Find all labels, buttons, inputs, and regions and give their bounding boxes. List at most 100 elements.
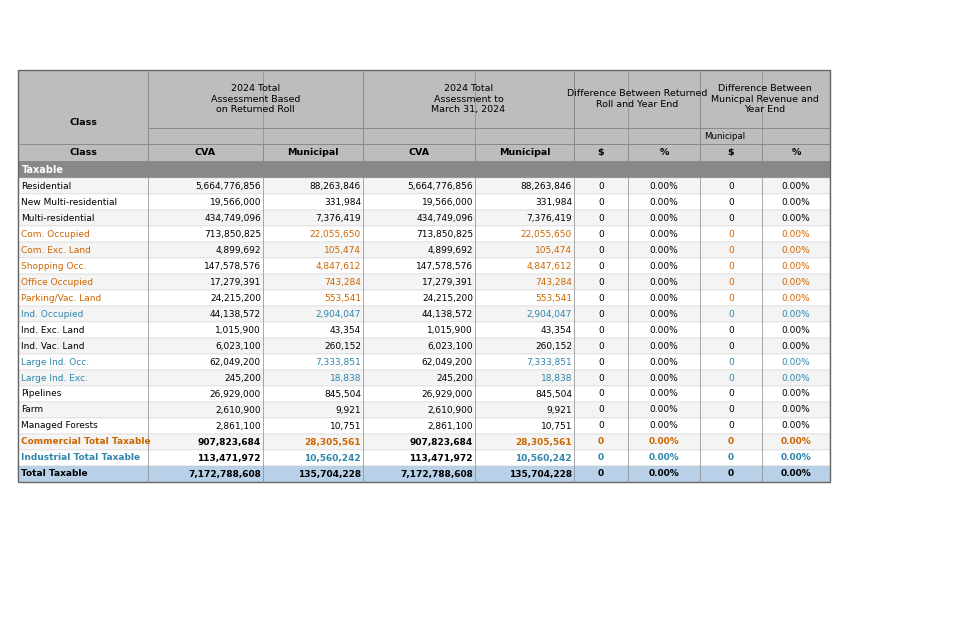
Text: 26,929,000: 26,929,000 bbox=[421, 390, 473, 399]
Text: 0: 0 bbox=[728, 262, 733, 271]
Text: 62,049,200: 62,049,200 bbox=[421, 358, 473, 367]
Text: 0.00%: 0.00% bbox=[781, 358, 810, 367]
Text: Office Occupied: Office Occupied bbox=[21, 278, 93, 287]
Bar bbox=[18, 306, 830, 322]
Bar bbox=[700, 128, 830, 144]
Text: CVA: CVA bbox=[195, 148, 216, 157]
Text: 0.00%: 0.00% bbox=[781, 342, 810, 351]
Text: 0.00%: 0.00% bbox=[650, 326, 679, 335]
Text: 10,560,242: 10,560,242 bbox=[516, 454, 572, 463]
Text: 6,023,100: 6,023,100 bbox=[427, 342, 473, 351]
Text: 2,861,100: 2,861,100 bbox=[215, 422, 261, 431]
Bar bbox=[762, 144, 830, 161]
Text: %: % bbox=[791, 148, 801, 157]
Text: Com. Exc. Land: Com. Exc. Land bbox=[21, 246, 91, 255]
Text: 4,847,612: 4,847,612 bbox=[527, 262, 572, 271]
Text: 0: 0 bbox=[598, 454, 604, 463]
Text: 553,541: 553,541 bbox=[324, 294, 361, 303]
Bar bbox=[700, 144, 762, 161]
Text: 0: 0 bbox=[728, 390, 733, 399]
Bar bbox=[574, 144, 628, 161]
Text: 0: 0 bbox=[728, 342, 733, 351]
Text: 0: 0 bbox=[728, 310, 733, 319]
Text: Municipal: Municipal bbox=[704, 131, 745, 141]
Text: 0.00%: 0.00% bbox=[650, 246, 679, 255]
Bar bbox=[263, 144, 363, 161]
Text: 88,263,846: 88,263,846 bbox=[310, 182, 361, 191]
Text: 0.00%: 0.00% bbox=[650, 422, 679, 431]
Text: 0: 0 bbox=[598, 198, 604, 207]
Text: 0.00%: 0.00% bbox=[781, 214, 810, 223]
Text: 28,305,561: 28,305,561 bbox=[516, 438, 572, 447]
Text: 0: 0 bbox=[598, 326, 604, 335]
Text: 0.00%: 0.00% bbox=[781, 406, 810, 415]
Text: 0: 0 bbox=[598, 182, 604, 191]
Text: 105,474: 105,474 bbox=[535, 246, 572, 255]
Text: 43,354: 43,354 bbox=[540, 326, 572, 335]
Text: 44,138,572: 44,138,572 bbox=[421, 310, 473, 319]
Text: Shopping Occ.: Shopping Occ. bbox=[21, 262, 86, 271]
Bar bbox=[18, 450, 830, 466]
Text: 0.00%: 0.00% bbox=[781, 374, 810, 383]
Text: 845,504: 845,504 bbox=[535, 390, 572, 399]
Bar bbox=[475, 144, 574, 161]
Bar bbox=[18, 242, 830, 258]
Text: 43,354: 43,354 bbox=[329, 326, 361, 335]
Bar bbox=[18, 70, 148, 161]
Text: Multi-residential: Multi-residential bbox=[21, 214, 94, 223]
Bar bbox=[700, 70, 830, 128]
Text: 0.00%: 0.00% bbox=[781, 278, 810, 287]
Text: Class: Class bbox=[69, 148, 97, 157]
Text: 0.00%: 0.00% bbox=[781, 326, 810, 335]
Text: 2,610,900: 2,610,900 bbox=[427, 406, 473, 415]
Text: 7,333,851: 7,333,851 bbox=[526, 358, 572, 367]
Bar bbox=[148, 70, 363, 128]
Text: 0.00%: 0.00% bbox=[649, 470, 680, 479]
Text: 0: 0 bbox=[598, 438, 604, 447]
Text: 5,664,776,856: 5,664,776,856 bbox=[407, 182, 473, 191]
Text: 0: 0 bbox=[728, 246, 733, 255]
Text: 2024 Total
Assessment to
March 31, 2024: 2024 Total Assessment to March 31, 2024 bbox=[431, 84, 506, 114]
Text: 147,578,576: 147,578,576 bbox=[416, 262, 473, 271]
Text: 0.00%: 0.00% bbox=[781, 198, 810, 207]
Text: Taxable: Taxable bbox=[22, 164, 64, 175]
Text: 434,749,096: 434,749,096 bbox=[416, 214, 473, 223]
Text: 2024 Total
Assessment Based
on Returned Roll: 2024 Total Assessment Based on Returned … bbox=[211, 84, 300, 114]
Text: 0: 0 bbox=[598, 246, 604, 255]
Text: 0: 0 bbox=[598, 262, 604, 271]
Text: 0.00%: 0.00% bbox=[649, 438, 680, 447]
Text: 19,566,000: 19,566,000 bbox=[209, 198, 261, 207]
Text: 22,055,650: 22,055,650 bbox=[310, 230, 361, 239]
Text: 28,305,561: 28,305,561 bbox=[304, 438, 361, 447]
Text: 24,215,200: 24,215,200 bbox=[422, 294, 473, 303]
Text: 4,899,692: 4,899,692 bbox=[215, 246, 261, 255]
Text: 0: 0 bbox=[598, 230, 604, 239]
Bar bbox=[18, 226, 830, 242]
Text: 0: 0 bbox=[728, 326, 733, 335]
Text: Parking/Vac. Land: Parking/Vac. Land bbox=[21, 294, 101, 303]
Text: 0.00%: 0.00% bbox=[650, 390, 679, 399]
Text: 0.00%: 0.00% bbox=[781, 310, 810, 319]
Text: 0.00%: 0.00% bbox=[650, 294, 679, 303]
Text: 135,704,228: 135,704,228 bbox=[509, 470, 572, 479]
Bar bbox=[18, 210, 830, 226]
Bar bbox=[18, 274, 830, 290]
Text: Large Ind. Occ.: Large Ind. Occ. bbox=[21, 358, 89, 367]
Text: 0: 0 bbox=[728, 182, 733, 191]
Text: 0.00%: 0.00% bbox=[650, 310, 679, 319]
Text: Class: Class bbox=[69, 118, 97, 127]
Text: 0.00%: 0.00% bbox=[650, 214, 679, 223]
Text: 0: 0 bbox=[598, 470, 604, 479]
Bar bbox=[18, 402, 830, 418]
Text: 553,541: 553,541 bbox=[535, 294, 572, 303]
Text: 0: 0 bbox=[598, 390, 604, 399]
Text: 19,566,000: 19,566,000 bbox=[421, 198, 473, 207]
Text: 0.00%: 0.00% bbox=[781, 230, 810, 239]
Bar bbox=[18, 466, 830, 482]
Text: Difference Between
Municpal Revenue and
Year End: Difference Between Municpal Revenue and … bbox=[711, 84, 819, 114]
Bar bbox=[18, 386, 830, 402]
Text: 22,055,650: 22,055,650 bbox=[520, 230, 572, 239]
Text: 2,610,900: 2,610,900 bbox=[215, 406, 261, 415]
Text: 260,152: 260,152 bbox=[324, 342, 361, 351]
Bar bbox=[18, 322, 830, 338]
